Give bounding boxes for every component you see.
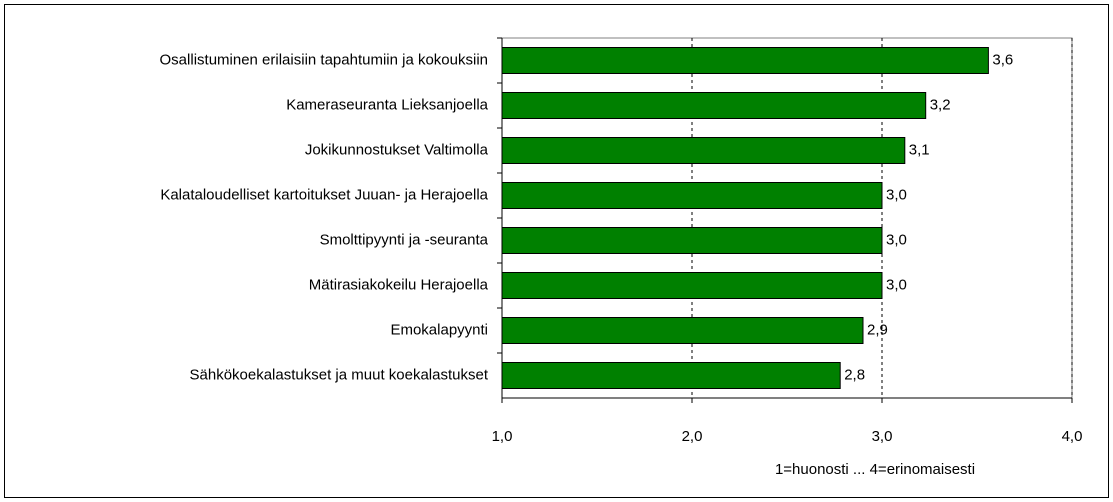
value-label: 3,0: [886, 186, 907, 203]
y-tick-label: Kalataloudelliset kartoitukset Juuan- ja…: [160, 186, 488, 203]
y-tick-label: Mätirasiakokeilu Herajoella: [309, 276, 489, 293]
value-label: 3,0: [886, 276, 907, 293]
bar: [501, 227, 883, 254]
value-label: 3,1: [909, 141, 930, 158]
value-label: 2,9: [867, 321, 888, 338]
y-tick-label: Sähkökoekalastukset ja muut koekalastuks…: [190, 366, 489, 383]
value-label: 3,0: [886, 231, 907, 248]
x-tick-label: 2,0: [682, 428, 703, 445]
y-tick-label: Emokalapyynti: [390, 321, 488, 338]
x-axis-label: 1=huonosti ... 4=erinomaisesti: [775, 461, 975, 478]
bar: [501, 47, 989, 74]
y-tick-label: Kameraseuranta Lieksanjoella: [286, 96, 488, 113]
bar: [501, 317, 864, 344]
value-label: 3,6: [992, 51, 1013, 68]
y-tick-label: Jokikunnostukset Valtimolla: [305, 141, 489, 158]
bar: [501, 272, 883, 299]
value-label: 2,8: [844, 366, 865, 383]
x-tick-label: 1,0: [492, 428, 513, 445]
bar: [501, 137, 906, 164]
bar: [501, 182, 883, 209]
x-tick-label: 4,0: [1062, 428, 1083, 445]
x-tick-label: 3,0: [872, 428, 893, 445]
bar: [501, 362, 841, 389]
bar: [501, 92, 927, 119]
value-label: 3,2: [930, 96, 951, 113]
y-tick-label: Osallistuminen erilaisiin tapahtumiin ja…: [160, 51, 488, 68]
y-tick-label: Smolttipyynti ja -seuranta: [320, 231, 489, 248]
